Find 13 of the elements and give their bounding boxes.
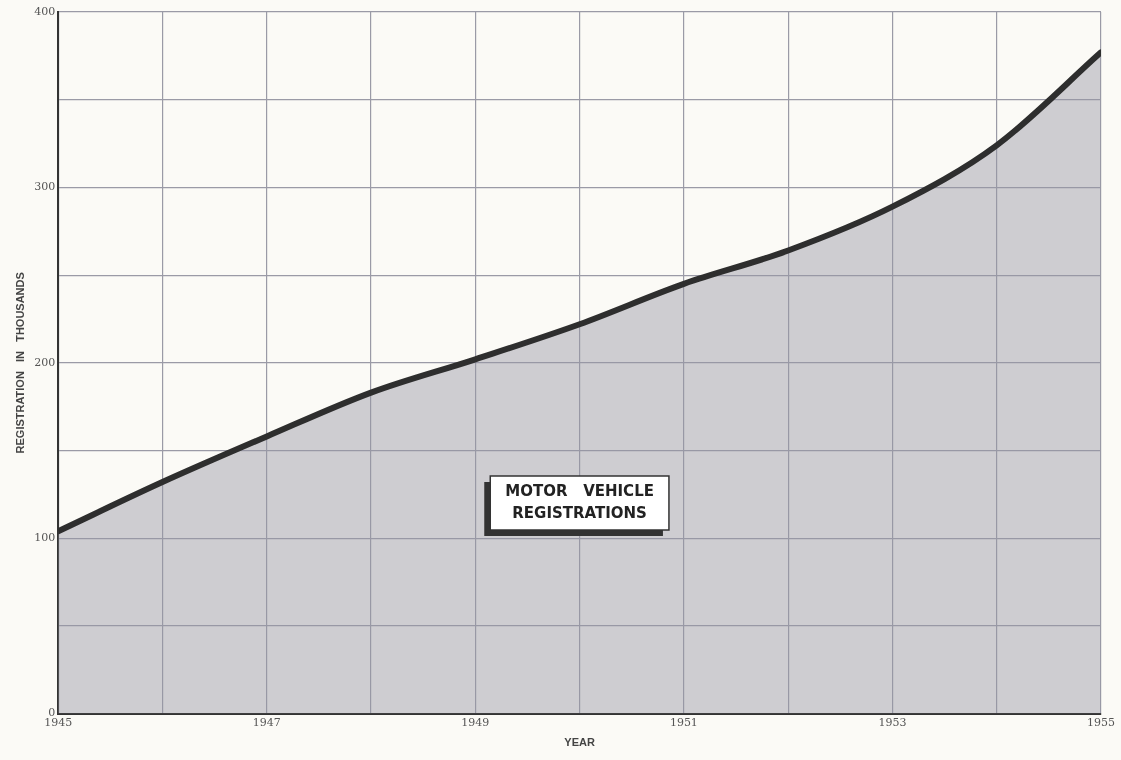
y-tick-label: 200	[34, 355, 56, 369]
y-tick-label: 400	[34, 4, 56, 18]
x-tick-label: 1947	[252, 716, 281, 730]
y-tick-label: 100	[34, 531, 56, 545]
y-tick-label: 300	[34, 180, 56, 194]
x-tick-label: 1955	[1087, 716, 1115, 730]
x-tick-label: 1949	[461, 716, 490, 730]
annotation: MOTOR VEHICLE REGISTRATIONS	[505, 482, 654, 523]
y-axis-title: REGISTRATION IN THOUSANDS	[13, 272, 26, 454]
x-tick-label: 1953	[878, 716, 907, 730]
x-tick-label: 1945	[44, 716, 73, 730]
x-tick-label: 1951	[669, 716, 698, 730]
x-axis-title: YEAR	[564, 736, 595, 749]
